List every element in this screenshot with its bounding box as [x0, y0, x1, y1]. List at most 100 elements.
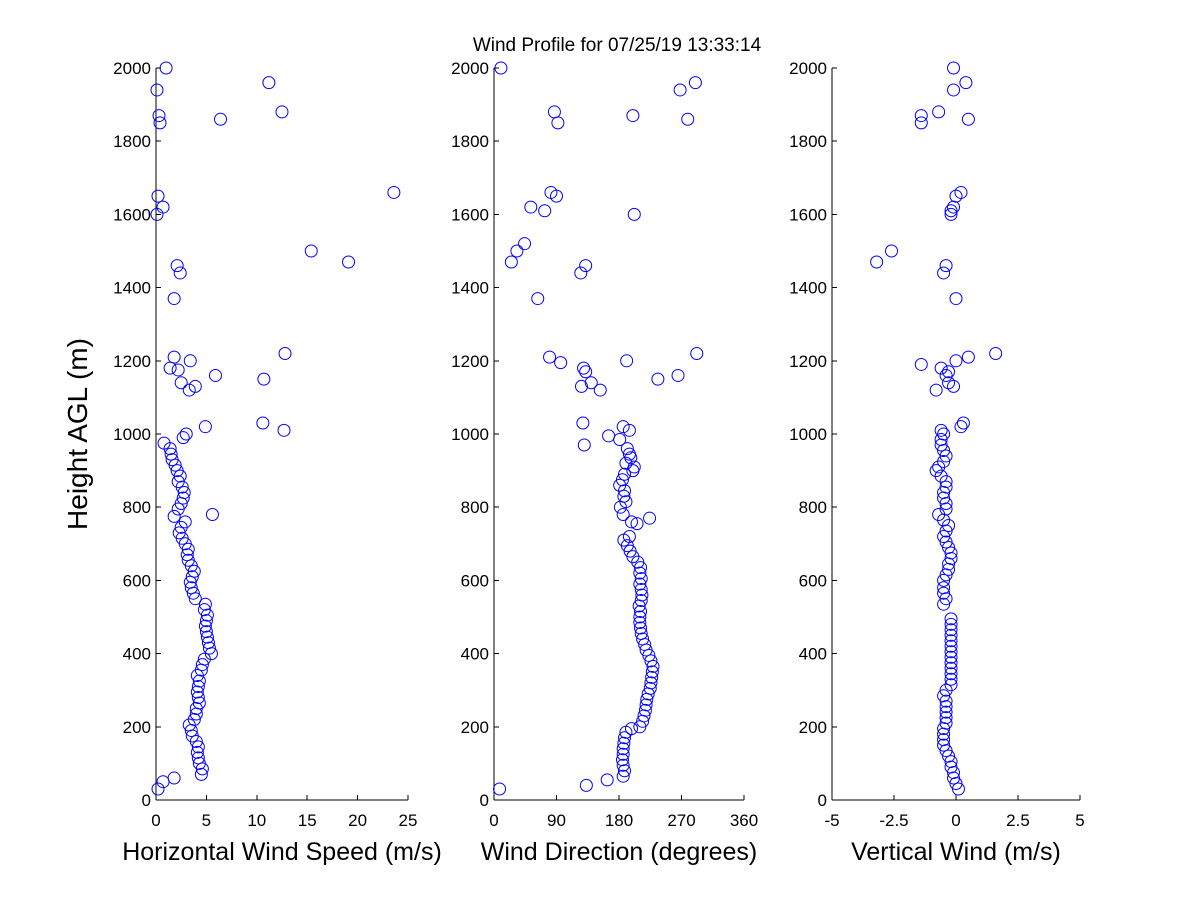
- x-tick-label: 90: [547, 811, 566, 830]
- data-point: [937, 689, 951, 703]
- data-point: [959, 76, 973, 90]
- data-point: [633, 615, 647, 629]
- data-point: [275, 105, 289, 119]
- data-point: [342, 255, 356, 269]
- data-point: [159, 61, 173, 75]
- data-point: [616, 769, 630, 783]
- data-point: [544, 185, 558, 199]
- data-point: [177, 486, 191, 500]
- data-point: [949, 189, 963, 203]
- data-point: [510, 244, 524, 258]
- x-tick-label: -5: [824, 811, 839, 830]
- data-point: [639, 698, 653, 712]
- data-point: [688, 76, 702, 90]
- data-point: [937, 427, 951, 441]
- data-point: [551, 116, 565, 130]
- data-point: [198, 619, 212, 633]
- data-point: [547, 105, 561, 119]
- data-point: [173, 266, 187, 280]
- data-point: [989, 346, 1003, 360]
- data-point: [937, 733, 951, 747]
- x-tick-label: 0: [951, 811, 960, 830]
- data-point: [645, 670, 659, 684]
- x-axis-label: Wind Direction (degrees): [481, 838, 758, 866]
- data-point: [942, 376, 956, 390]
- data-point: [188, 379, 202, 393]
- data-point: [961, 112, 975, 126]
- data-point: [939, 694, 953, 708]
- data-point: [183, 354, 197, 368]
- data-point: [190, 685, 204, 699]
- chart-title: Wind Profile for 07/25/19 13:33:14: [473, 35, 762, 56]
- data-point: [170, 259, 184, 273]
- x-tick-label: 10: [247, 811, 266, 830]
- data-point: [174, 376, 188, 390]
- x-tick-label: -2.5: [879, 811, 908, 830]
- data-point: [671, 368, 685, 382]
- x-tick-label: 20: [348, 811, 367, 830]
- data-point: [579, 259, 593, 273]
- y-tick-label: 0: [142, 791, 151, 810]
- data-point: [199, 625, 213, 639]
- data-point: [937, 727, 951, 741]
- data-point: [944, 678, 958, 692]
- data-point: [199, 614, 213, 628]
- y-tick-label: 200: [123, 718, 151, 737]
- data-point: [937, 573, 951, 587]
- x-tick-label: 5: [202, 811, 211, 830]
- data-point: [690, 346, 704, 360]
- data-point: [197, 603, 211, 617]
- y-tick-label: 1000: [789, 425, 827, 444]
- data-point: [932, 105, 946, 119]
- data-point: [214, 112, 228, 126]
- data-point: [190, 745, 204, 759]
- data-point: [617, 736, 631, 750]
- data-point: [634, 583, 648, 597]
- data-point: [937, 597, 951, 611]
- data-point: [947, 83, 961, 97]
- data-point: [620, 442, 634, 456]
- data-point: [914, 116, 928, 130]
- y-tick-label: 800: [123, 498, 151, 517]
- data-point: [630, 517, 644, 531]
- data-point: [939, 480, 953, 494]
- data-point: [634, 621, 648, 635]
- data-point: [944, 546, 958, 560]
- y-tick-label: 1800: [451, 132, 489, 151]
- data-point: [939, 535, 953, 549]
- data-point: [625, 722, 638, 736]
- data-point: [929, 383, 943, 397]
- data-point: [949, 354, 963, 368]
- data-point: [634, 594, 648, 608]
- data-point: [937, 586, 951, 600]
- data-point: [151, 189, 165, 203]
- data-point: [939, 259, 953, 273]
- data-point: [170, 464, 184, 478]
- data-point: [574, 266, 588, 280]
- data-point: [181, 553, 195, 567]
- data-point: [634, 605, 648, 619]
- y-tick-label: 1400: [113, 279, 151, 298]
- data-point: [176, 491, 190, 505]
- data-point: [387, 185, 401, 199]
- data-point: [937, 266, 951, 280]
- data-point: [262, 76, 276, 90]
- data-point: [944, 650, 958, 664]
- y-tick-label: 0: [818, 791, 827, 810]
- data-point: [934, 432, 948, 446]
- data-point: [944, 645, 958, 659]
- data-point: [171, 475, 185, 489]
- data-point: [152, 109, 166, 123]
- data-point: [187, 712, 201, 726]
- y-tick-label: 1200: [789, 352, 827, 371]
- data-point: [194, 767, 208, 781]
- data-point: [304, 244, 318, 258]
- data-point: [643, 511, 657, 525]
- y-tick-label: 1000: [451, 425, 489, 444]
- data-point: [593, 383, 607, 397]
- data-point: [575, 379, 588, 393]
- data-point: [944, 656, 958, 670]
- y-tick-label: 400: [461, 645, 489, 664]
- data-point: [277, 423, 291, 437]
